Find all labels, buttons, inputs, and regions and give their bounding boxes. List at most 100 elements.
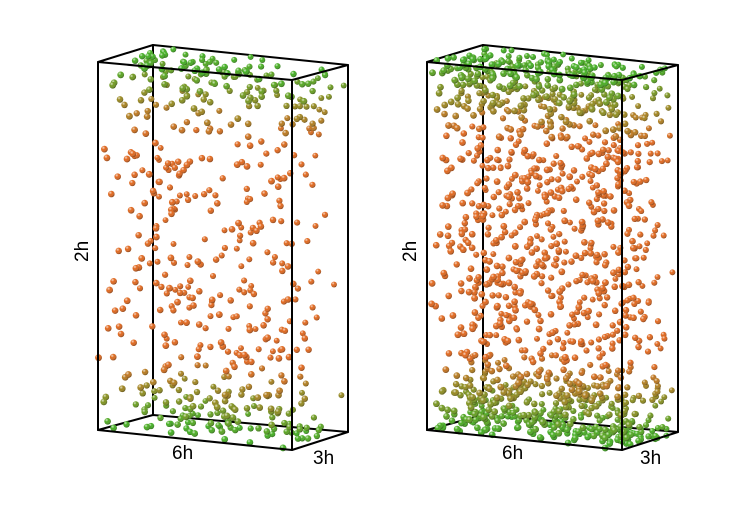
particle-shading bbox=[555, 247, 563, 254]
particle-shading bbox=[565, 281, 572, 288]
particle-shading bbox=[595, 132, 602, 139]
particle-shading bbox=[573, 277, 580, 285]
particle-shading bbox=[475, 274, 482, 281]
particle-shading bbox=[441, 110, 448, 118]
particle-shading bbox=[202, 362, 209, 369]
particle-shading bbox=[202, 91, 209, 98]
particle-shading bbox=[100, 398, 108, 406]
particle-shading bbox=[595, 189, 602, 196]
particle-shading bbox=[483, 266, 491, 273]
particle-shading bbox=[576, 299, 583, 306]
particle-shading bbox=[471, 294, 478, 302]
particle-shading bbox=[549, 431, 557, 439]
particle-shading bbox=[507, 70, 514, 78]
particle-shading bbox=[630, 244, 637, 252]
particle-shading bbox=[172, 286, 179, 293]
particle-shading bbox=[469, 367, 476, 374]
particle-shading bbox=[549, 90, 556, 98]
particle-shading bbox=[609, 322, 616, 329]
particle-shading bbox=[207, 207, 215, 214]
particle-shading bbox=[500, 70, 507, 77]
particle-shading bbox=[199, 56, 206, 64]
particle-shading bbox=[542, 254, 550, 262]
particle-shading bbox=[574, 178, 580, 185]
particle-shading bbox=[259, 57, 266, 63]
particle-shading bbox=[635, 392, 643, 400]
particle-shading bbox=[241, 351, 248, 359]
particle-shading bbox=[669, 269, 676, 276]
particle-shading bbox=[624, 230, 631, 237]
particle-shading bbox=[548, 293, 555, 300]
particle-shading bbox=[193, 388, 201, 396]
particle-shading bbox=[294, 435, 302, 442]
particle-shading bbox=[467, 404, 475, 411]
particle-shading bbox=[131, 171, 138, 179]
particle-shading bbox=[258, 88, 265, 95]
particle-shading bbox=[244, 120, 252, 128]
left-panel: 6h 3h 2h bbox=[72, 44, 349, 469]
particle-shading bbox=[543, 375, 551, 383]
particle-shading bbox=[564, 133, 571, 141]
particle-shading bbox=[556, 230, 563, 238]
particle-shading bbox=[514, 62, 521, 69]
particle-shading bbox=[614, 393, 621, 401]
particle-shading bbox=[131, 57, 139, 64]
particle-shading bbox=[490, 193, 498, 201]
particle-shading bbox=[459, 199, 467, 207]
particle-shading bbox=[505, 402, 513, 410]
particle-shading bbox=[490, 251, 497, 258]
particle-shading bbox=[461, 226, 469, 233]
particle-shading bbox=[278, 345, 286, 353]
particle-shading bbox=[299, 389, 305, 396]
particle-shading bbox=[586, 138, 593, 145]
particle-shading bbox=[572, 252, 580, 260]
particle-shading bbox=[533, 245, 540, 252]
particle-shading bbox=[544, 287, 552, 294]
particle-shading bbox=[450, 407, 458, 415]
right-front-edges bbox=[426, 61, 679, 451]
particle-shading bbox=[146, 86, 153, 94]
particle-shading bbox=[182, 413, 190, 421]
particle-shading bbox=[221, 63, 228, 71]
particle-shading bbox=[561, 217, 569, 225]
particle-shading bbox=[538, 400, 545, 408]
particle-shading bbox=[283, 428, 290, 435]
particle-shading bbox=[642, 422, 650, 429]
particle-shading bbox=[535, 368, 543, 375]
particle-shading bbox=[659, 423, 666, 431]
particle-shading bbox=[248, 358, 255, 366]
particle-shading bbox=[640, 254, 647, 261]
particle-shading bbox=[653, 377, 660, 385]
particle-shading bbox=[184, 262, 191, 268]
particle-shading bbox=[280, 174, 288, 182]
particle-shading bbox=[497, 383, 505, 391]
particle-shading bbox=[637, 178, 644, 185]
particle-shading bbox=[177, 415, 184, 422]
particle-shading bbox=[141, 71, 148, 78]
particle-shading bbox=[452, 380, 460, 388]
particle-shading bbox=[555, 194, 563, 202]
particle-shading bbox=[593, 259, 600, 266]
particle-shading bbox=[493, 332, 500, 339]
particle-shading bbox=[221, 397, 229, 405]
particle-shading bbox=[541, 194, 549, 201]
particle-shading bbox=[469, 200, 476, 207]
particle-shading bbox=[500, 420, 507, 427]
particle-shading bbox=[492, 237, 500, 244]
particle-shading bbox=[274, 408, 282, 416]
particle-shading bbox=[243, 163, 251, 170]
particle-shading bbox=[551, 106, 558, 113]
particle-shading bbox=[176, 289, 184, 297]
particle-shading bbox=[505, 302, 513, 309]
particle-shading bbox=[557, 303, 565, 310]
particle-shading bbox=[268, 421, 275, 429]
particle-shading bbox=[541, 103, 548, 110]
particle-shading bbox=[482, 298, 489, 306]
particle-shading bbox=[118, 385, 126, 393]
particle-shading bbox=[502, 362, 510, 370]
particle-shading bbox=[517, 373, 525, 381]
particle-shading bbox=[233, 161, 241, 168]
particle-shading bbox=[606, 111, 614, 119]
particle-shading bbox=[234, 418, 242, 425]
particle-shading bbox=[584, 279, 591, 286]
